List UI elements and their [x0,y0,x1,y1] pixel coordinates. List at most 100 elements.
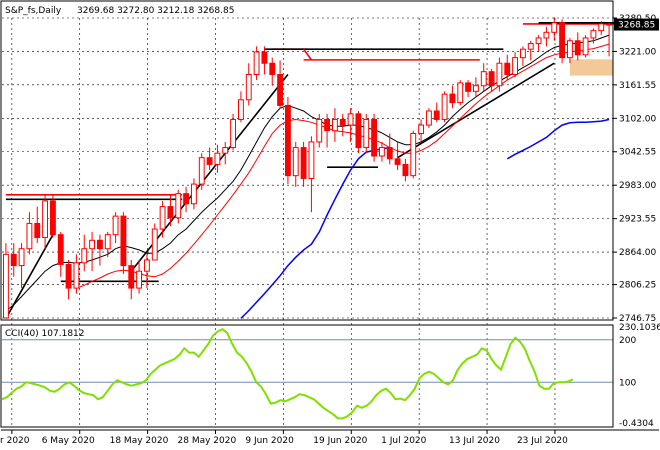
bull-candle-body [582,37,589,56]
bear-candle-body [402,163,409,177]
candle [465,80,472,97]
bull-candle-body [378,147,385,157]
bear-candle-body [559,22,566,59]
bull-candle-body [2,253,9,319]
price-tick-label: 2983.00 [619,181,656,191]
bear-candle-body [324,118,331,132]
bull-candle-body [198,157,205,185]
bull-candle-body [551,22,558,33]
candle [167,195,174,227]
bull-candle-body [535,37,542,45]
bull-candle-body [245,73,252,101]
bull-candle-body [222,147,229,154]
bull-candle-body [73,262,80,289]
bull-candle-body [159,206,166,230]
bull-candle-body [316,118,323,143]
bull-candle-body [81,248,88,264]
bull-candle-body [143,259,150,272]
candle [394,141,401,171]
bull-candle-body [519,48,526,59]
trendline [397,62,555,159]
candle [488,68,495,92]
candle [386,133,393,165]
bear-candle-body [606,23,613,26]
bull-candle-body [253,51,260,75]
date-tick-label: 28 May 2020 [178,436,237,446]
candle [214,144,221,173]
cci-tick-label: 230.1036 [619,323,660,333]
bull-candle-body [472,85,479,92]
candle [410,130,417,179]
moving-average-line [5,34,610,312]
bear-candle-body [465,82,472,92]
candle [551,17,558,41]
candle [151,223,158,261]
bear-candle-body [386,147,393,160]
candle [222,141,229,165]
candle [590,28,597,44]
candle [120,212,127,275]
bear-candle-body [57,234,64,265]
bull-candle-body [441,93,448,120]
bear-candle-body [300,147,307,179]
bull-candle-body [566,40,573,59]
candle [331,108,338,142]
bear-candle-body [65,263,72,289]
candle [378,141,385,162]
candle [10,243,17,277]
candle [89,231,96,272]
candle [316,113,323,148]
cci-indicator [1,328,613,420]
candle [128,259,135,300]
grid [2,17,613,425]
candle [245,63,252,106]
bull-candle-body [42,200,49,238]
bull-candle-body [237,99,244,120]
date-tick-label: 23 Jul 2020 [517,436,568,446]
candle [300,141,307,187]
candle [371,113,378,162]
candle [606,22,613,57]
axes: 3280.503221.003161.553102.003042.552983.… [0,14,660,446]
bull-candle-body [598,23,605,32]
candle [543,26,550,47]
candle [277,60,284,109]
candle [42,195,49,249]
bull-candle-body [230,118,237,149]
bull-candle-body [26,222,33,250]
cci-line [1,328,574,420]
bull-candle-body [527,43,534,50]
candle [425,108,432,128]
frames [0,0,659,431]
candle [96,234,103,266]
cci-tick-label: 100 [619,378,636,388]
candle [253,46,260,81]
bear-candle-body [339,118,346,126]
candle [18,243,25,289]
bull-candle-body [480,71,487,87]
ohlc-info: 3269.68 3272.80 3212.18 3268.85 [77,6,234,16]
candle [472,77,479,97]
bull-candle-body [136,270,143,289]
bull-candle-body [363,118,370,149]
bull-candle-body [496,62,503,87]
moving-average-line [240,118,610,319]
candle [57,231,64,277]
candle [261,46,268,75]
candle [598,21,605,36]
bull-candle-body [308,141,315,179]
bear-candle-body [394,158,401,165]
candle [269,57,276,86]
candle [292,141,299,187]
date-tick-label: 19 Jun 2020 [313,436,367,446]
bear-candle-body [449,93,456,104]
price-tick-label: 3221.00 [619,47,656,57]
bear-candle-body [284,104,291,177]
candle [441,91,448,123]
bear-candle-body [371,118,378,157]
highlight-zone [569,59,613,76]
bear-candle-body [433,110,440,120]
bull-candle-body [543,31,550,39]
candle [143,254,150,289]
